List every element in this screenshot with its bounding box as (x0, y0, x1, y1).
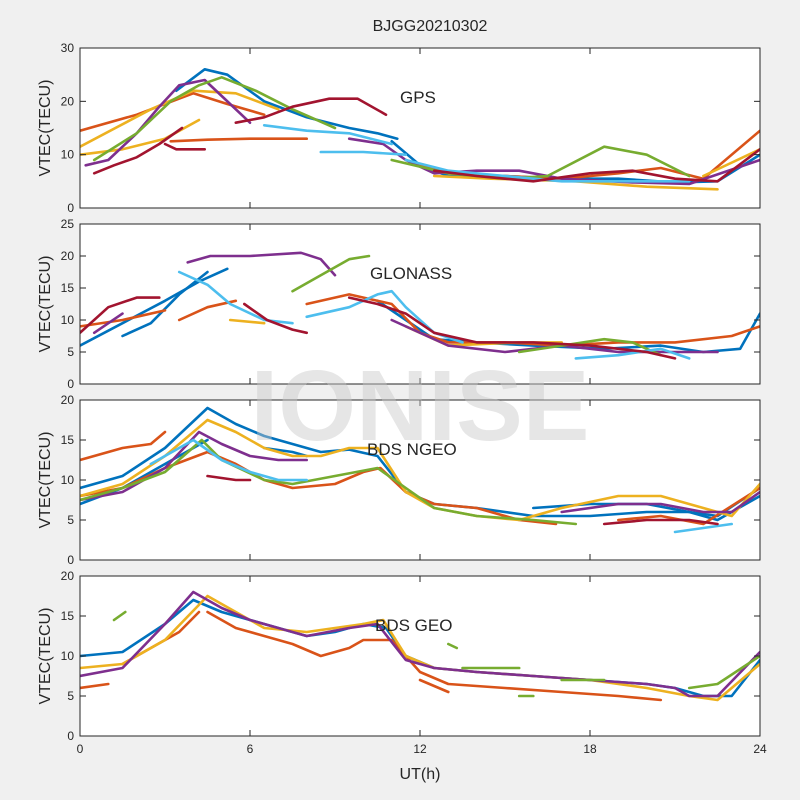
series-line (447, 642, 459, 650)
panel-2: 0 5 10 15 20 VTEC(TECU) BDS NGEO (37, 393, 761, 567)
series-line (560, 490, 760, 514)
y-tick-label: 30 (61, 41, 75, 55)
plot-area (80, 576, 760, 736)
x-tick-label: 18 (583, 742, 597, 756)
figure-title: BJGG20210302 (373, 18, 488, 35)
plot-area (80, 224, 760, 384)
series-line (687, 654, 760, 690)
series-line (291, 254, 371, 293)
x-tick-label: 6 (247, 742, 254, 756)
y-tick-label: 20 (61, 94, 75, 108)
series-line (112, 610, 127, 622)
panels: 0 10 20 30 VTEC(TECU) GPS 0 5 10 15 20 25 VTEC(TECU)… (37, 41, 767, 756)
x-axis-label: UT(h) (400, 766, 441, 783)
y-tick-label: 10 (61, 473, 75, 487)
series-line (80, 430, 308, 502)
series-line (319, 150, 408, 156)
series-line (169, 137, 308, 143)
series-line (80, 438, 578, 526)
series-group (80, 406, 760, 534)
y-axis-label: VTEC(TECU) (37, 80, 54, 177)
panel-label: BDS GEO (375, 616, 452, 635)
series-group (80, 68, 760, 191)
y-tick-label: 15 (61, 433, 75, 447)
panel-label: BDS NGEO (367, 440, 457, 459)
series-line (177, 270, 294, 325)
y-tick-label: 0 (67, 377, 74, 391)
series-line (432, 148, 760, 183)
series-line (92, 126, 184, 175)
panel-1: 0 5 10 15 20 25 VTEC(TECU) GLONASS (37, 217, 761, 391)
series-line (702, 148, 760, 178)
series-line (234, 97, 388, 124)
series-line (80, 296, 161, 335)
series-line (80, 430, 167, 462)
y-tick-label: 0 (67, 729, 74, 743)
y-tick-label: 5 (67, 689, 74, 703)
series-line (163, 142, 206, 151)
series-line (418, 678, 450, 694)
series-line (84, 78, 252, 167)
watermark: IONISE (251, 350, 590, 462)
series-group (80, 251, 760, 360)
y-tick-label: 0 (67, 553, 74, 567)
series-line (243, 302, 308, 335)
x-tick-label: 0 (77, 742, 84, 756)
series-line (206, 474, 252, 482)
series-line (404, 158, 691, 183)
series-line (92, 76, 337, 162)
y-axis-label: VTEC(TECU) (37, 256, 54, 353)
series-line (347, 296, 677, 360)
y-tick-label: 20 (61, 569, 75, 583)
series-line (186, 251, 337, 277)
panel-label: GPS (400, 88, 436, 107)
y-tick-label: 0 (67, 201, 74, 215)
series-line (80, 89, 280, 148)
y-tick-label: 15 (61, 609, 75, 623)
y-tick-label: 10 (61, 313, 75, 327)
series-line (80, 92, 266, 132)
y-tick-label: 10 (61, 148, 75, 162)
series-line (80, 406, 760, 522)
plot-area (80, 400, 760, 560)
x-tick-label: 12 (413, 742, 427, 756)
series-line (92, 312, 124, 335)
panel-0: 0 10 20 30 VTEC(TECU) GPS (37, 41, 761, 215)
series-line (347, 137, 760, 186)
series-line (80, 309, 167, 328)
series-line (80, 418, 760, 522)
y-tick-label: 25 (61, 217, 75, 231)
y-tick-label: 5 (67, 513, 74, 527)
panel-label: GLONASS (370, 264, 452, 283)
panel-3: 0 5 10 15 20 0 6 12 18 24 VTEC(TECU) BDS GEO (37, 569, 767, 756)
series-line (121, 270, 209, 338)
series-line (602, 518, 719, 526)
y-tick-label: 15 (61, 281, 75, 295)
y-tick-label: 20 (61, 393, 75, 407)
series-line (80, 682, 110, 690)
y-axis-label: VTEC(TECU) (37, 608, 54, 705)
y-tick-label: 10 (61, 649, 75, 663)
y-tick-label: 5 (67, 345, 74, 359)
x-tick-label: 24 (753, 742, 767, 756)
series-line (149, 438, 308, 482)
series-line (517, 337, 663, 357)
series-line (80, 594, 760, 702)
series-line (228, 318, 266, 325)
series-group (80, 590, 760, 702)
series-line (262, 124, 393, 146)
series-line (80, 267, 229, 347)
series-line (80, 590, 760, 698)
y-axis-label: VTEC(TECU) (37, 432, 54, 529)
series-line (177, 299, 238, 322)
series-line (673, 522, 733, 534)
series-line (80, 450, 558, 526)
y-tick-label: 20 (61, 249, 75, 263)
